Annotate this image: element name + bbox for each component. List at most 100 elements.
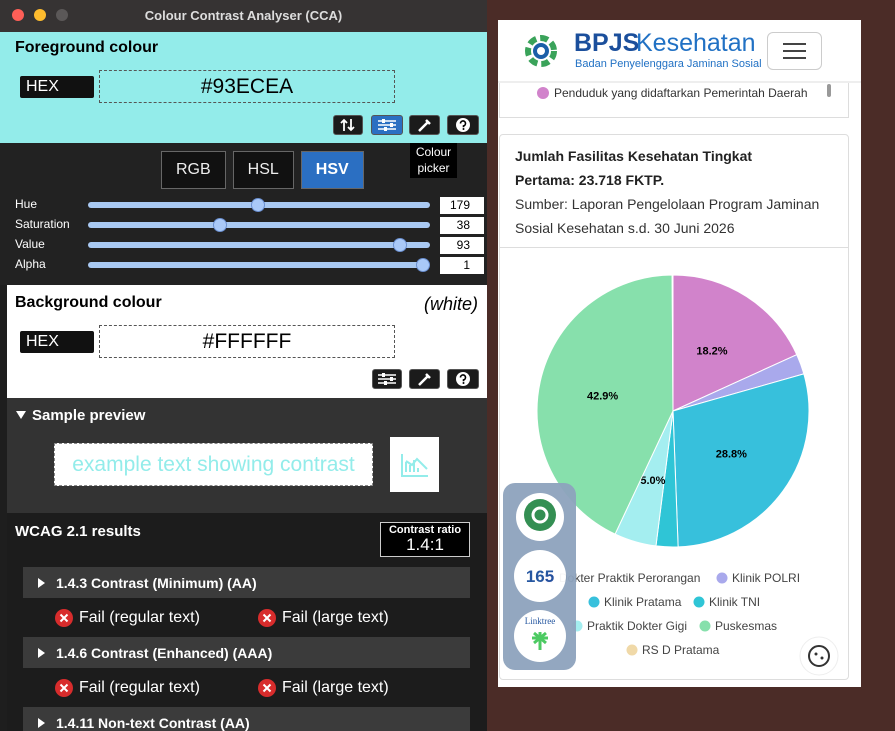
- slider-value[interactable]: 1: [440, 257, 484, 274]
- widget-icon[interactable]: 165: [514, 550, 566, 602]
- ratio-value: 1.4:1: [406, 535, 444, 554]
- triangle: [38, 648, 45, 658]
- colour-name: (white): [423, 294, 478, 314]
- card-title: Jumlah Fasilitas Kesehatan Tingkat Perta…: [515, 148, 753, 188]
- slider-track: [88, 262, 430, 268]
- linktree-icon: [532, 631, 548, 650]
- slider-thumb[interactable]: [212, 218, 227, 232]
- sample-text: example text showing contrast: [54, 443, 373, 486]
- legend-label: Klinik POLRI: [732, 571, 800, 585]
- slider-label: Hue: [15, 197, 38, 211]
- slice-label: 5.0%: [640, 475, 665, 487]
- header-shadow: [498, 81, 861, 83]
- result-text: Fail (regular text): [79, 609, 200, 626]
- floating-widget: 165 Linktree: [503, 483, 576, 670]
- pie-slice: [672, 274, 798, 412]
- legend-label: Puskesmas: [715, 619, 777, 633]
- fail-icon: [55, 679, 73, 697]
- legend-label: Klinik Pratama: [604, 595, 682, 609]
- card-source: Sumber: Laporan Pengelolaan Program Jami…: [515, 196, 820, 236]
- picker-button[interactable]: [409, 115, 440, 135]
- brand: BPJS: [574, 29, 640, 57]
- result-text: Fail (regular text): [79, 679, 200, 696]
- icon-cross: [59, 683, 69, 693]
- slider-value[interactable]: 93: [440, 237, 484, 254]
- help-button[interactable]: [447, 369, 479, 389]
- adjust-button[interactable]: [371, 115, 403, 135]
- tooltip: Colour picker: [410, 143, 457, 178]
- browser-page: BPJS Kesehatan Badan Penyelenggara Jamin…: [498, 20, 861, 687]
- heading: WCAG 2.1 results: [15, 523, 141, 540]
- criterion-header[interactable]: 1.4.6 Contrast (Enhanced) (AAA): [23, 637, 470, 668]
- picker-button[interactable]: [409, 369, 440, 389]
- criterion-header[interactable]: 1.4.11 Non-text Contrast (AA): [23, 707, 470, 731]
- legend-marker: [626, 644, 638, 656]
- slider-label: Saturation: [15, 217, 70, 231]
- format-select[interactable]: HEX: [20, 76, 94, 98]
- divider: [500, 247, 848, 248]
- widget-icon[interactable]: Linktree: [514, 610, 566, 662]
- slider-track: [88, 222, 430, 228]
- picker-section: RGB HSL HSV Hue 179 Saturation 38 Value 93 Alpha…: [0, 143, 487, 285]
- tab[interactable]: HSV: [300, 151, 364, 189]
- legend-label: Praktik Dokter Gigi: [587, 619, 687, 633]
- ratio-box: Contrast ratio 1.4:1: [380, 522, 470, 557]
- expand-icon: [38, 578, 45, 588]
- slider-thumb[interactable]: [416, 258, 430, 272]
- widget-icon[interactable]: [514, 491, 566, 543]
- pie-slice: [672, 373, 810, 548]
- logo: [525, 35, 557, 67]
- legend-marker: [537, 87, 549, 99]
- swap-button[interactable]: [333, 115, 363, 135]
- window-controls[interactable]: [0, 0, 80, 32]
- pie-chart: 18.2% 28.8% 5.0% 42.9% Dokter Praktik Perora…: [536, 274, 810, 657]
- prev-card: Penduduk yang didaftarkan Pemerintah Dae…: [499, 83, 849, 118]
- menu-button[interactable]: [767, 32, 822, 70]
- legend-label: Dokter Praktik Perorangan: [559, 571, 700, 585]
- colour-input[interactable]: #FFFFFF: [99, 325, 395, 358]
- format-select[interactable]: HEX: [20, 331, 94, 353]
- slice-label: 42.9%: [587, 390, 618, 402]
- slider-thumb[interactable]: [393, 238, 408, 252]
- widget-text: 165: [525, 567, 555, 586]
- colour-input[interactable]: #93ECEA: [99, 70, 395, 103]
- brand: Kesehatan: [636, 29, 756, 57]
- slider-value[interactable]: 179: [440, 197, 484, 214]
- tagline: Badan Penyelenggara Jaminan Sosial: [575, 58, 762, 70]
- legend-marker: [693, 596, 705, 608]
- heading: Foreground colour: [15, 39, 159, 56]
- expand-icon: [38, 648, 45, 658]
- background-section: Background colour (white) HEX #FFFFFF: [7, 285, 487, 398]
- criterion-title: 1.4.6 Contrast (Enhanced) (AAA): [56, 645, 273, 661]
- window-title: Colour Contrast Analyser (CCA): [144, 8, 343, 23]
- graphic-sample: [390, 437, 439, 492]
- legend-label: Klinik TNI: [709, 595, 760, 609]
- criterion-header[interactable]: 1.4.3 Contrast (Minimum) (AA): [23, 567, 470, 598]
- slider-value[interactable]: 38: [440, 217, 484, 234]
- chart-card: Jumlah Fasilitas Kesehatan Tingkat Perta…: [499, 134, 849, 680]
- expand-icon: [38, 718, 45, 728]
- tab[interactable]: RGB: [161, 151, 226, 189]
- criterion-title: 1.4.3 Contrast (Minimum) (AA): [56, 575, 257, 591]
- help-button[interactable]: [447, 115, 479, 135]
- pie-slice: [671, 274, 674, 412]
- triangle: [38, 578, 45, 588]
- expand-icon[interactable]: [15, 409, 27, 421]
- slider-label: Alpha: [15, 257, 46, 271]
- fail-icon: [55, 609, 73, 627]
- slider-thumb[interactable]: [251, 198, 266, 212]
- criterion-title: 1.4.11 Non-text Contrast (AA): [56, 715, 250, 731]
- cca-window: Colour Contrast Analyser (CCA) Foregroun…: [0, 0, 487, 731]
- slice-label: 28.8%: [716, 448, 747, 460]
- legend-text: Penduduk yang didaftarkan Pemerintah Dae…: [554, 86, 808, 100]
- cookie-button[interactable]: [798, 635, 840, 677]
- result-text: Fail (large text): [282, 679, 389, 696]
- adjust-button[interactable]: [372, 369, 402, 389]
- slice-label: 18.2%: [696, 345, 727, 357]
- legend-marker: [588, 596, 600, 608]
- slider-track: [88, 242, 430, 248]
- tabs: RGB HSL HSV: [161, 151, 364, 189]
- slider-label: Value: [15, 237, 45, 251]
- tab[interactable]: HSL: [232, 151, 294, 189]
